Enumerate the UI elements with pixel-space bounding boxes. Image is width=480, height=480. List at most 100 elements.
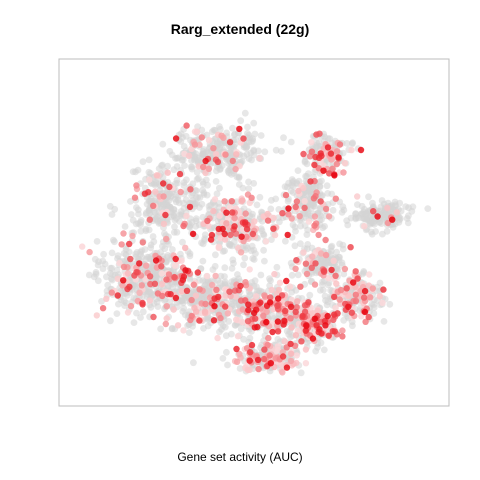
data-point [235,181,243,188]
data-point-active [163,235,170,243]
data-point-active [160,220,168,228]
data-point [228,265,236,272]
data-point-active [266,299,274,306]
data-point-active [136,260,143,267]
data-point [246,291,253,299]
data-point-active [305,218,313,225]
data-point-active [231,223,238,230]
data-point [340,270,348,278]
data-point-active [293,198,301,205]
data-point-active [282,307,289,315]
data-point [177,208,185,215]
data-point [280,134,287,142]
data-point-active [210,317,218,324]
data-point-active [341,265,349,273]
data-point [108,249,116,257]
data-point-active [203,272,211,280]
data-point-active [160,180,167,187]
data-point [219,355,227,362]
data-point [193,169,201,176]
data-point [372,228,379,235]
data-point [94,277,102,285]
data-point [268,196,275,204]
data-point [291,242,299,250]
data-point-active [152,188,159,195]
data-point-active [124,309,132,316]
data-point-active [283,277,290,285]
data-point-active [296,213,303,220]
data-point-active [279,369,286,376]
data-point [258,227,266,235]
data-point [108,211,116,218]
data-point-active [243,233,250,240]
data-point-active [138,282,145,289]
data-point-active [160,193,167,200]
data-point-active [163,303,170,310]
data-point [167,213,175,221]
data-point-active [333,160,340,168]
data-point-active [352,291,359,298]
data-point [284,197,292,205]
data-point-active [245,306,252,314]
data-point-active [182,244,189,251]
data-point-active [310,195,318,202]
data-point-active [176,170,184,178]
data-point-active [221,198,228,205]
data-point-active [178,288,185,295]
data-point [171,223,178,231]
data-point-active [362,318,369,325]
data-point [231,140,239,148]
data-point [321,292,329,300]
data-point-active [86,248,93,256]
data-point-active [250,309,258,317]
data-point-active [142,276,149,283]
data-point-active [270,225,277,232]
data-point [221,273,228,280]
data-point-active [214,158,222,166]
data-point-active [159,292,166,300]
data-point [352,210,359,218]
data-point-active [279,210,286,217]
data-point [289,177,297,185]
data-point-active [274,328,282,335]
data-point-active [152,257,160,264]
data-point-active [324,144,332,151]
data-point-active [303,322,310,330]
data-point [322,260,329,268]
data-point-active [146,273,154,280]
data-point [122,246,130,253]
data-point [211,262,219,270]
data-point-active [282,191,290,199]
data-point-active [201,308,209,315]
data-point-active [287,315,294,322]
data-point [324,190,332,197]
data-point-active [153,172,160,179]
data-point [212,178,220,185]
data-point [168,208,175,216]
data-point-active [224,310,231,317]
data-point [246,134,254,142]
data-point [193,187,200,195]
data-point [222,332,230,340]
data-point-active [302,346,310,353]
data-point-active [297,283,304,290]
data-point-active [103,295,110,302]
data-point [230,259,237,267]
data-point-active [166,183,173,191]
data-point-active [274,302,281,309]
data-point-active [333,148,341,155]
data-point [233,198,241,206]
data-point-active [93,312,101,319]
data-point [153,179,160,186]
data-point-active [205,165,213,172]
data-point-active [393,209,400,216]
data-point [139,158,147,166]
data-point-active [194,269,201,276]
data-point-active [286,283,294,290]
data-point [339,245,347,253]
data-point [159,201,167,208]
data-point-active [248,341,256,349]
data-point [251,130,259,138]
data-point [378,197,386,204]
data-point [221,264,229,272]
